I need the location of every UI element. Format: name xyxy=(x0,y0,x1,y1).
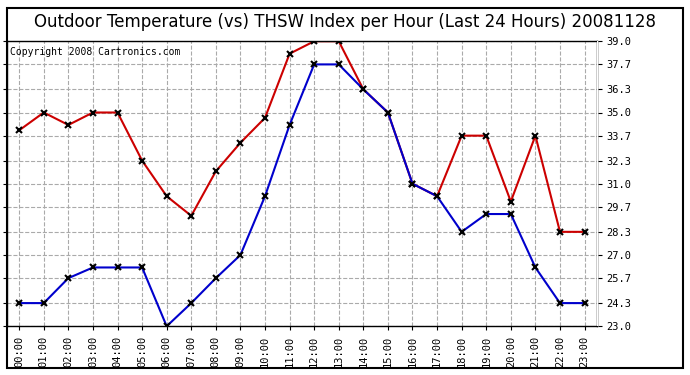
Text: Copyright 2008 Cartronics.com: Copyright 2008 Cartronics.com xyxy=(10,47,180,57)
Text: Outdoor Temperature (vs) THSW Index per Hour (Last 24 Hours) 20081128: Outdoor Temperature (vs) THSW Index per … xyxy=(34,13,656,31)
